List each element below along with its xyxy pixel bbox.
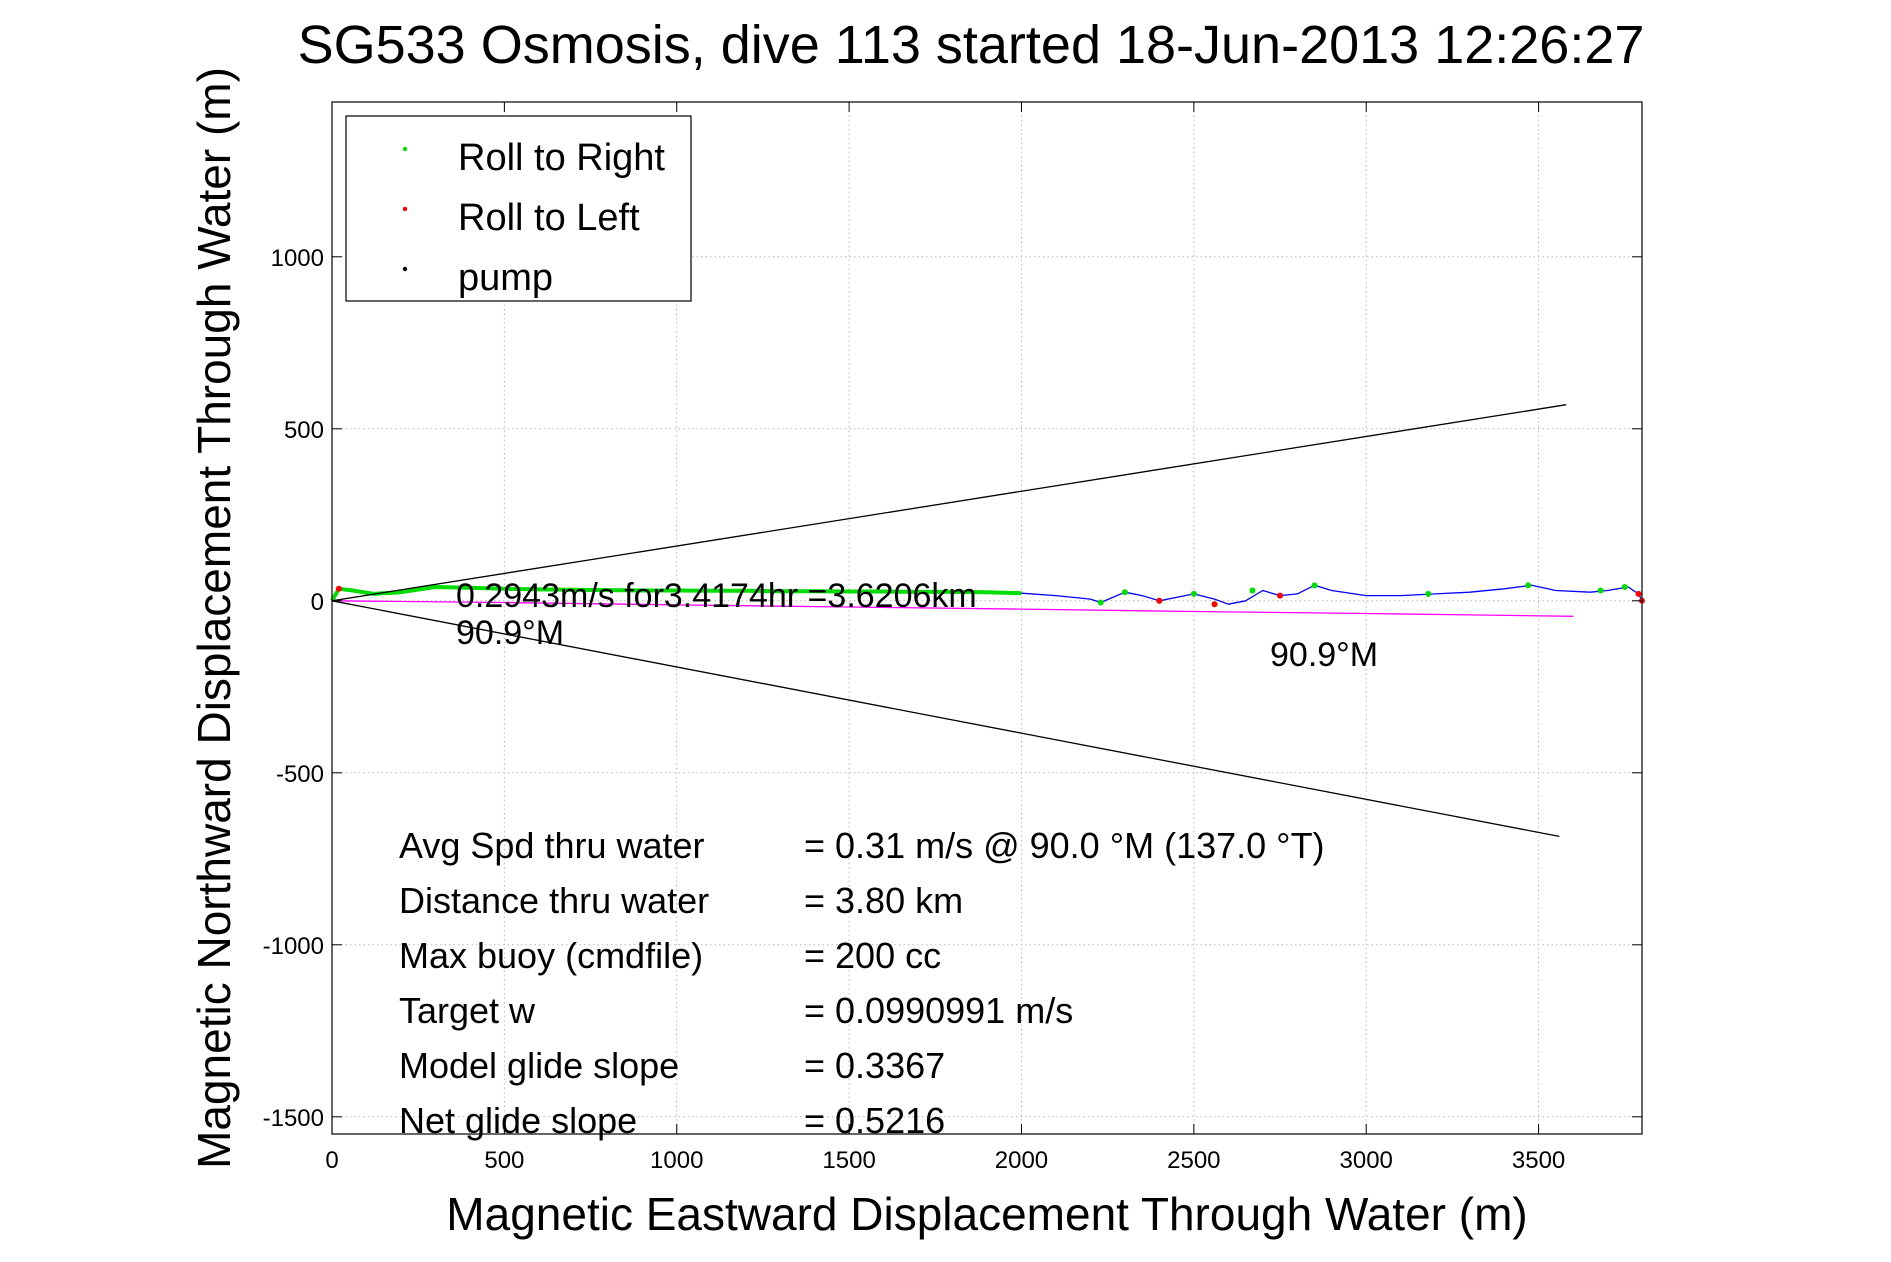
x-tick-label: 1000 [650,1147,703,1174]
heading-annotation-left: 90.9°M [456,614,564,652]
roll-left-marker [1277,592,1284,599]
roll-right-marker [1190,590,1197,597]
x-axis-ticks: 0 500 1000 1500 2000 2500 3000 3500 [325,102,1565,1174]
stats-block: Avg Spd thru water = 0.31 m/s @ 90.0 °M … [399,825,1325,1141]
roll-right-marker [1597,587,1604,594]
y-tick-label: 1000 [271,245,324,272]
legend-marker-pump [402,266,408,272]
legend-marker-roll-right [402,146,408,152]
stat-label: Model glide slope [399,1045,679,1086]
roll-right-marker [1121,589,1128,596]
roll-right-marker [1311,582,1318,589]
stat-value: = 0.0990991 m/s [804,990,1073,1031]
marker-layer [335,582,1645,608]
legend-marker-roll-left [402,206,408,212]
x-tick-label: 1500 [822,1147,875,1174]
x-tick-label: 0 [325,1147,338,1174]
roll-right-marker [1621,584,1628,591]
stat-value: = 200 cc [804,935,941,976]
stat-label: Max buoy (cmdfile) [399,935,703,976]
roll-left-marker [1211,601,1218,608]
stat-label: Avg Spd thru water [399,825,705,866]
axes-frame [331,101,1643,1135]
roll-left-marker [335,585,342,592]
y-axis-label: Magnetic Northward Displacement Through … [188,67,240,1169]
y-tick-label: -1000 [263,933,324,960]
series-line-2 [331,600,1574,617]
x-tick-label: 3500 [1512,1147,1565,1174]
stat-label: Distance thru water [399,880,709,921]
x-tick-label: 2500 [1167,1147,1220,1174]
roll-right-marker [1249,587,1256,594]
stat-label: Target w [399,990,536,1031]
roll-left-marker [1635,590,1642,597]
legend-label-pump: pump [458,257,553,299]
legend: Roll to Right Roll to Left pump [345,115,692,302]
roll-left-marker [1156,597,1163,604]
y-axis-ticks: -1500 -1000 -500 0 500 1000 [263,245,1642,1132]
legend-label-roll-left: Roll to Left [458,197,640,239]
roll-right-marker [1525,582,1532,589]
legend-label-roll-right: Roll to Right [458,137,665,179]
series-line-1 [330,585,1022,602]
roll-right-marker [1425,590,1432,597]
y-tick-label: 0 [311,589,324,616]
roll-right-marker [1097,599,1104,606]
x-tick-label: 500 [484,1147,524,1174]
series-line-4 [331,600,1560,838]
y-tick-label: -500 [276,761,324,788]
series-line-3 [331,404,1567,602]
stat-value: = 3.80 km [804,880,963,921]
y-tick-label: -1500 [263,1105,324,1132]
y-tick-label: 500 [284,417,324,444]
x-tick-label: 2000 [995,1147,1048,1174]
x-tick-label: 3000 [1340,1147,1393,1174]
chart-title: SG533 Osmosis, dive 113 started 18-Jun-2… [298,15,1645,75]
stat-value: = 0.5216 [804,1100,945,1141]
stat-value: = 0.3367 [804,1045,945,1086]
heading-annotation-right: 90.9°M [1270,636,1378,674]
stat-label: Net glide slope [399,1100,637,1141]
speed-annotation: 0.2943m/s for3.4174hr =3.6206km [456,577,977,615]
x-axis-label: Magnetic Eastward Displacement Through W… [446,1188,1527,1240]
stat-value: = 0.31 m/s @ 90.0 °M (137.0 °T) [804,825,1325,866]
